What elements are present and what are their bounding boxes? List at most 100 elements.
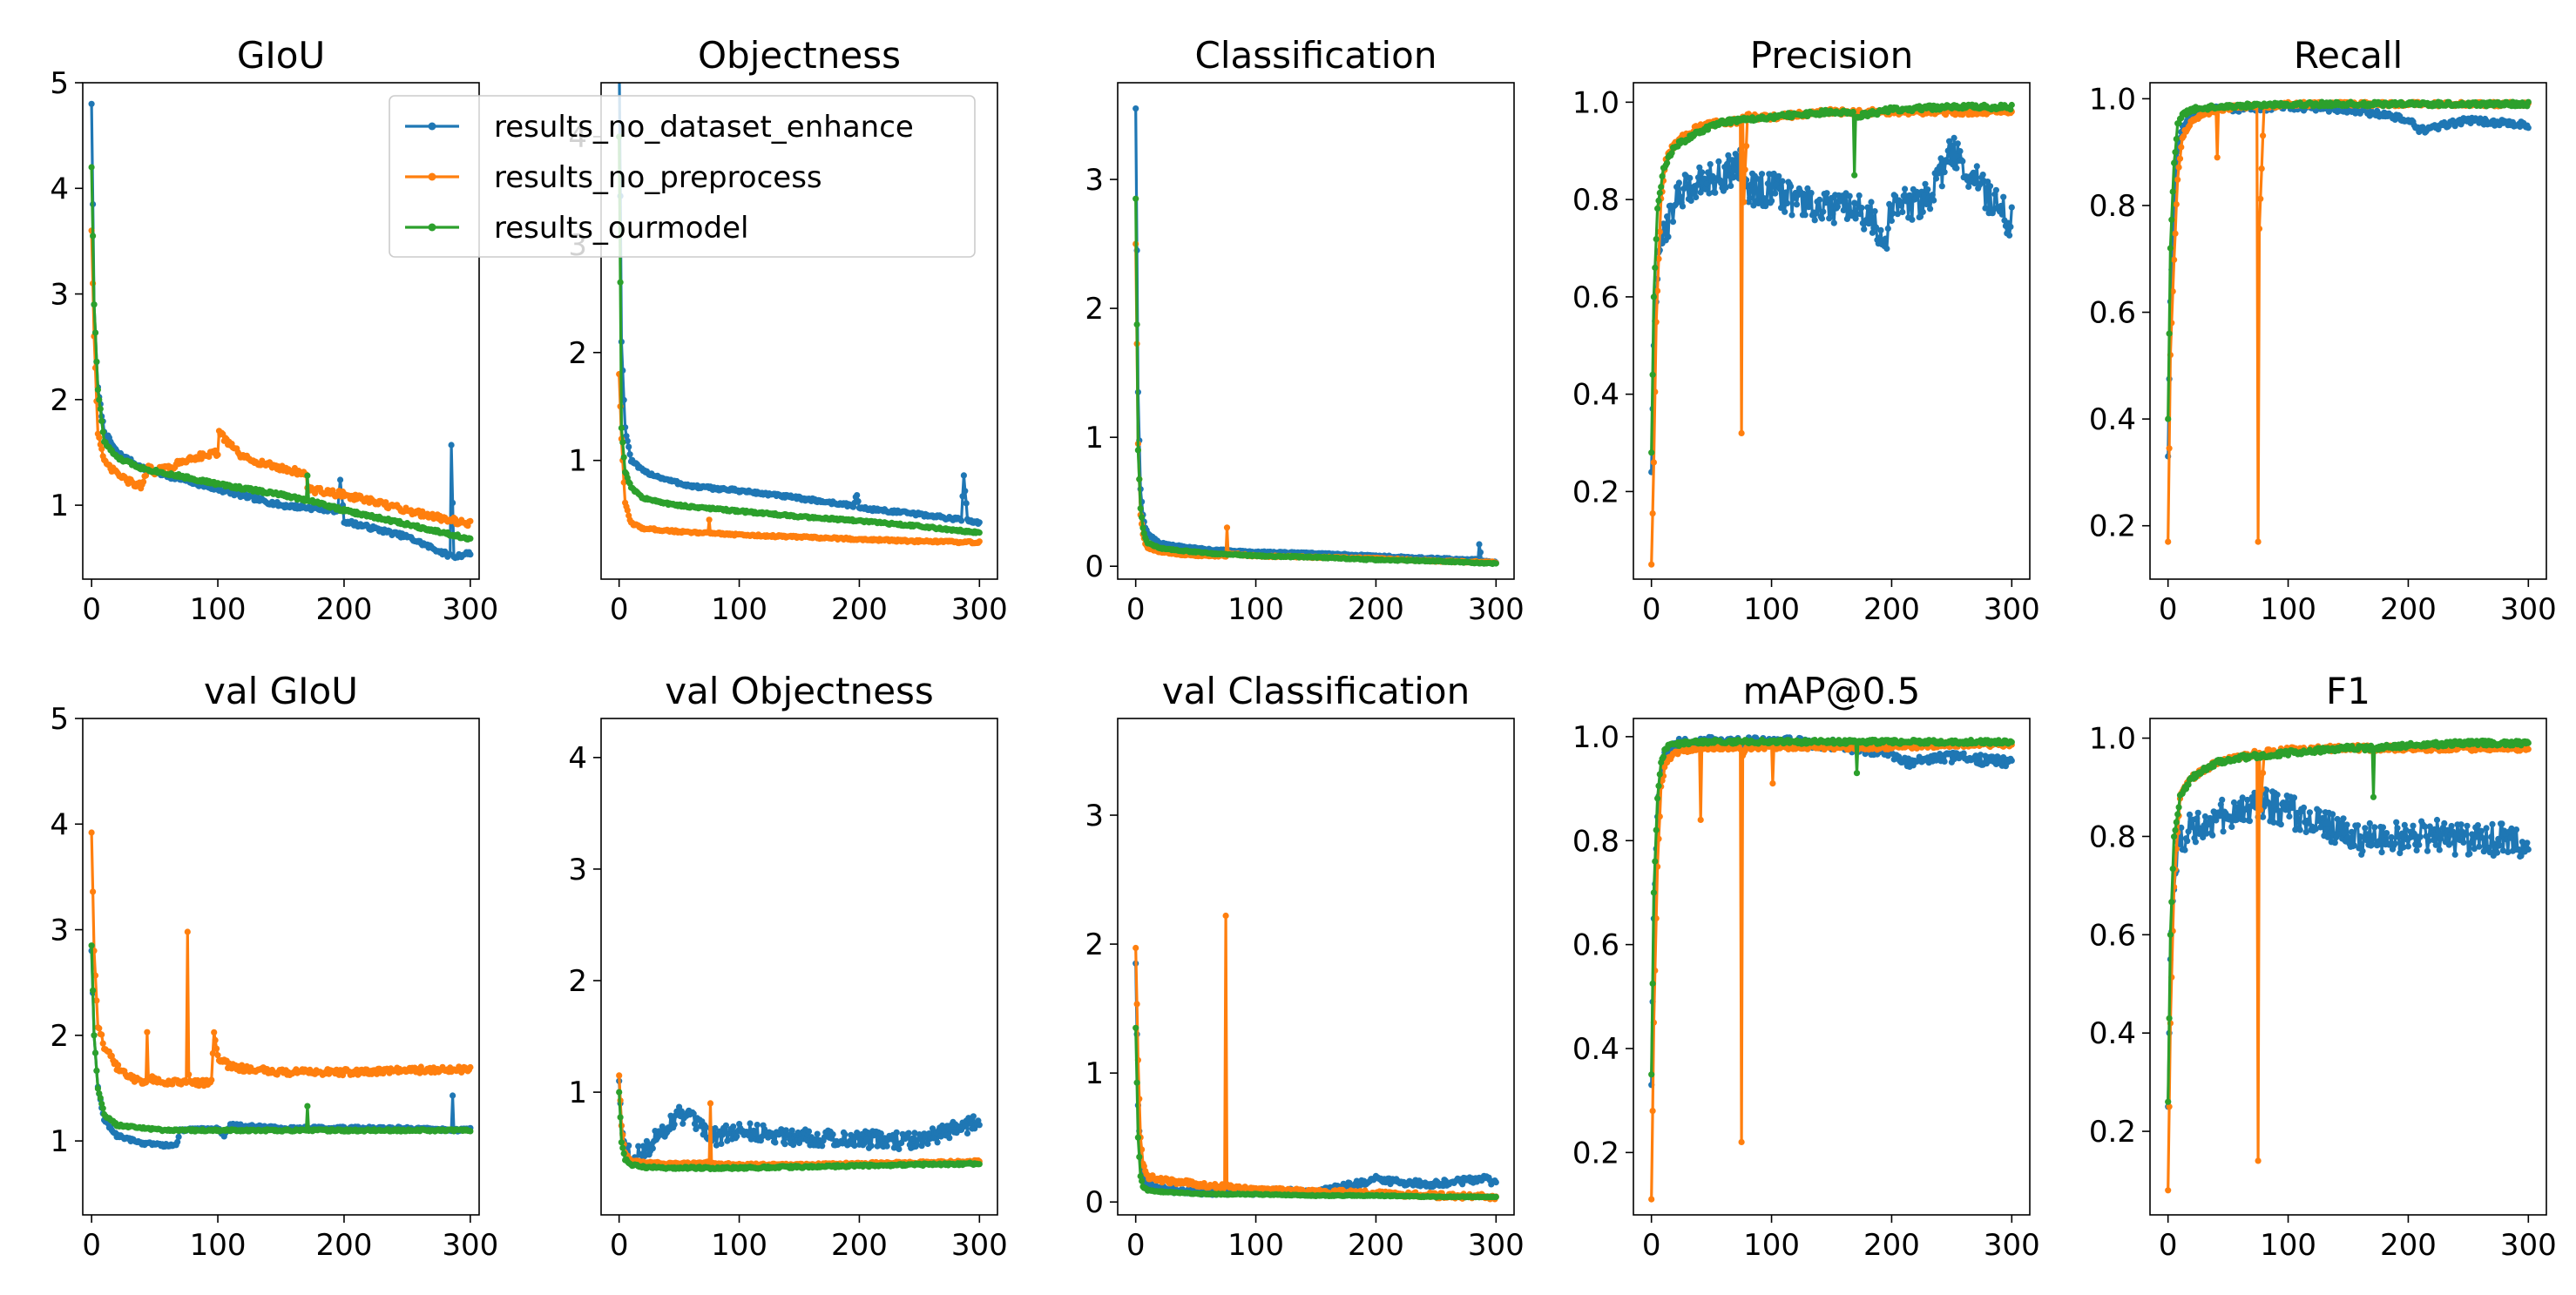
x-tick-label: 300 xyxy=(1468,592,1525,627)
data-point xyxy=(2175,164,2182,171)
x-tick-label: 100 xyxy=(1743,592,1800,627)
data-point xyxy=(1727,182,1734,189)
x-tick-label: 200 xyxy=(1863,592,1920,627)
data-point xyxy=(1132,105,1139,112)
data-point xyxy=(1858,205,1865,212)
data-point xyxy=(1476,541,1483,548)
data-point xyxy=(382,499,389,506)
data-point xyxy=(2172,230,2179,237)
data-point xyxy=(1971,179,1978,187)
data-point xyxy=(1748,181,1755,188)
data-point xyxy=(1804,185,1811,192)
y-tick-label: 1.0 xyxy=(1572,85,1619,120)
data-point xyxy=(1869,229,1876,236)
data-point xyxy=(1731,165,1738,172)
data-point xyxy=(1764,180,1771,187)
x-tick-label: 100 xyxy=(190,592,247,627)
data-point xyxy=(1649,371,1656,378)
data-point xyxy=(1932,175,1940,182)
y-tick-label: 0.4 xyxy=(1572,378,1619,413)
data-point xyxy=(1665,233,1672,240)
series-results-ourmodel xyxy=(616,133,983,536)
data-point xyxy=(2166,330,2173,337)
data-point xyxy=(1899,208,1906,216)
data-point xyxy=(1715,158,1722,165)
axes-frame xyxy=(2149,82,2547,580)
data-point xyxy=(1743,143,1750,150)
data-point xyxy=(1846,192,1853,199)
data-point xyxy=(1842,198,1849,205)
data-point xyxy=(1830,219,1837,226)
data-point xyxy=(617,279,624,286)
x-tick-label: 100 xyxy=(711,592,767,627)
data-point xyxy=(1656,228,1663,235)
data-point xyxy=(1654,287,1661,294)
data-point xyxy=(2165,538,2172,545)
plot-area xyxy=(616,83,983,547)
data-point xyxy=(2255,226,2263,233)
data-point xyxy=(1788,212,1795,219)
x-tick-label: 300 xyxy=(442,592,498,627)
data-point xyxy=(1808,190,1815,197)
data-point xyxy=(1992,186,1999,193)
data-point xyxy=(1650,459,1657,466)
data-point xyxy=(1783,199,1791,206)
data-point xyxy=(624,437,631,444)
data-point xyxy=(1840,206,1847,213)
data-point xyxy=(2167,245,2174,252)
data-point xyxy=(1653,236,1660,243)
data-point xyxy=(976,529,983,536)
subplot-objectness: 01002003001234Objectness xyxy=(568,34,1007,627)
data-point xyxy=(140,478,147,485)
data-point xyxy=(1887,202,1894,210)
data-point xyxy=(1855,200,1862,207)
plot-area xyxy=(1648,101,2015,568)
data-point xyxy=(1773,181,1780,188)
data-point xyxy=(96,434,103,441)
data-point xyxy=(1927,206,1934,212)
data-point xyxy=(1223,524,1231,531)
data-point xyxy=(1951,134,1957,141)
data-point xyxy=(1788,183,1795,190)
data-point xyxy=(450,1092,456,1099)
data-point xyxy=(1722,184,1729,191)
data-point xyxy=(2176,155,2184,162)
data-point xyxy=(1957,148,1964,155)
data-point xyxy=(959,493,966,500)
data-point xyxy=(1728,157,1735,164)
axes-frame xyxy=(600,82,998,580)
plot-area xyxy=(2165,98,2532,545)
data-point xyxy=(1917,213,1924,220)
data-point xyxy=(1924,186,1931,193)
data-point xyxy=(174,1138,181,1145)
data-point xyxy=(88,829,95,836)
data-point xyxy=(98,445,105,453)
data-point xyxy=(1922,180,1929,187)
y-tick-label: 3 xyxy=(1085,163,1104,198)
data-point xyxy=(1959,158,1966,165)
data-point xyxy=(1684,184,1691,191)
data-point xyxy=(1477,549,1484,556)
x-tick-label: 200 xyxy=(831,592,888,627)
data-point xyxy=(1864,204,1871,211)
data-point xyxy=(1890,210,1897,217)
subplot-title: Precision xyxy=(1750,34,1913,77)
data-point xyxy=(96,396,103,403)
data-point xyxy=(1793,201,1801,208)
subplot-title: GIoU xyxy=(237,34,325,77)
data-point xyxy=(2178,144,2185,151)
data-point xyxy=(467,551,474,558)
data-point xyxy=(1851,172,1858,179)
data-point xyxy=(1982,205,1989,212)
data-point xyxy=(1661,221,1668,228)
data-point xyxy=(1849,108,1856,116)
data-point xyxy=(958,517,965,524)
data-point xyxy=(1677,193,1684,200)
data-point xyxy=(1861,226,1868,233)
data-point xyxy=(1782,189,1789,196)
data-point xyxy=(448,442,455,449)
data-point xyxy=(1659,172,1666,179)
data-point xyxy=(1694,174,1702,181)
